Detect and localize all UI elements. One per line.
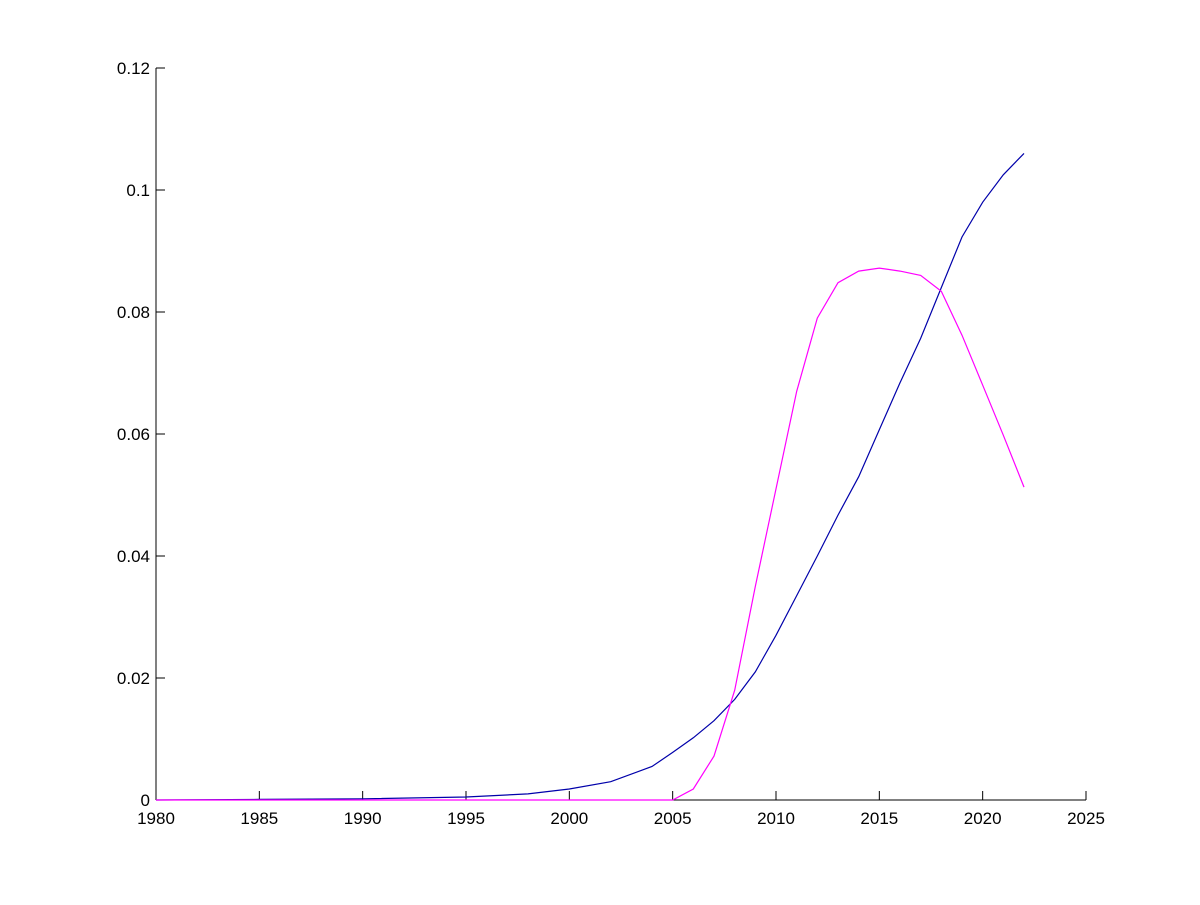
y-tick-label: 0.06 (117, 425, 150, 444)
series-line-1 (155, 152, 1025, 801)
y-tick-label: 0.04 (117, 547, 150, 566)
x-tick-label: 2020 (964, 809, 1002, 828)
x-tick-label: 2015 (860, 809, 898, 828)
y-tick-label: 0 (141, 791, 150, 810)
x-tick-label: 1980 (137, 809, 175, 828)
y-tick-label: 0.08 (117, 303, 150, 322)
axes: 1980 1985 1990 1995 2000 2005 2010 2015 2020 2025… (117, 59, 1105, 828)
y-tick-label: 0.02 (117, 669, 150, 688)
y-tick-label: 0.12 (117, 59, 150, 78)
x-tick-label: 1995 (447, 809, 485, 828)
x-tick-label: 2010 (757, 809, 795, 828)
x-tick-label: 2025 (1067, 809, 1105, 828)
series-line-2 (156, 267, 1025, 801)
y-tick-label: 0.1 (126, 181, 150, 200)
x-tick-label: 2000 (550, 809, 588, 828)
x-tick-label: 2005 (654, 809, 692, 828)
x-tick-label: 1985 (240, 809, 278, 828)
x-tick-label: 1990 (344, 809, 382, 828)
series-lines (155, 152, 1025, 801)
